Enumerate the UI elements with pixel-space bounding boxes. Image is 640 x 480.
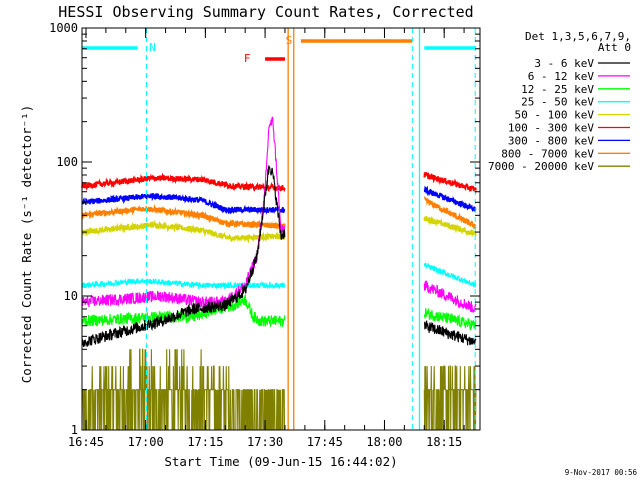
- legend-subheader: Att 0: [598, 41, 631, 54]
- series-line-b7-segment-2: [423, 185, 477, 212]
- legend-header: Det 1,3,5,6,7,9,: [525, 30, 631, 43]
- footer-date: 9-Nov-2017 00:56: [565, 468, 638, 477]
- x-tick-label: 17:30: [247, 435, 283, 449]
- y-tick-label: 100: [56, 155, 78, 169]
- legend-label-b8: 800 - 7000 keV: [501, 147, 594, 160]
- y-tick-label: 10: [64, 289, 78, 303]
- legend-label-b5: 50 - 100 keV: [515, 109, 595, 122]
- plot-area: N S F: [81, 28, 477, 431]
- annotation-s: S: [286, 34, 293, 47]
- series-line-b6-segment-1: [81, 172, 286, 193]
- plot-frame: [81, 27, 481, 431]
- legend-label-b3: 12 - 25 keV: [521, 83, 594, 96]
- legend-label-b6: 100 - 300 keV: [508, 122, 594, 135]
- x-tick-label: 16:45: [68, 435, 104, 449]
- series-line-b5-segment-2: [423, 215, 477, 238]
- x-tick-label: 17:15: [187, 435, 223, 449]
- series-line-b1-segment-1: [81, 165, 286, 347]
- legend-label-b2: 6 - 12 keV: [528, 70, 595, 83]
- series-line-b7-segment-1: [81, 192, 286, 215]
- x-tick-label: 18:15: [426, 435, 462, 449]
- x-tick-label: 17:00: [128, 435, 164, 449]
- y-tick-label: 1: [71, 423, 78, 437]
- annotation-n: N: [149, 41, 156, 54]
- series-line-b6-segment-2: [423, 171, 477, 194]
- annotation-f: F: [244, 52, 251, 65]
- series-line-b4-segment-2: [423, 262, 477, 288]
- series-line-b2-segment-2: [423, 280, 477, 313]
- legend-label-b7: 300 - 800 keV: [508, 134, 594, 147]
- legend-label-b1: 3 - 6 keV: [534, 57, 594, 70]
- series-line-b9-segment-1: [81, 348, 286, 431]
- series-line-b1-segment-2: [424, 320, 477, 346]
- x-axis-label: Start Time (09-Jun-15 16:44:02): [164, 454, 397, 469]
- y-axis-label: Corrected Count Rate (s⁻¹ detector⁻¹): [19, 105, 34, 383]
- legend-label-b9: 7000 - 20000 keV: [488, 160, 594, 173]
- series-line-b3-segment-2: [423, 308, 477, 331]
- x-tick-label: 17:45: [307, 435, 343, 449]
- series-line-b3-segment-1: [81, 293, 286, 328]
- chart-title: HESSI Observing Summary Count Rates, Cor…: [58, 3, 473, 21]
- series-line-b8-segment-2: [423, 195, 477, 230]
- series-line-b4-segment-1: [81, 277, 286, 290]
- series-line-b5-segment-1: [81, 219, 286, 244]
- y-tick-label: 1000: [49, 21, 78, 35]
- x-tick-label: 18:00: [366, 435, 402, 449]
- series-line-b8-segment-1: [81, 203, 286, 230]
- series-line-b9-segment-2: [423, 365, 477, 431]
- axes: 1 10 100 1000 16:45 17:00 17:15 17:30 17:45 18:00…: [49, 21, 481, 449]
- legend-label-b4: 25 - 50 keV: [521, 96, 594, 109]
